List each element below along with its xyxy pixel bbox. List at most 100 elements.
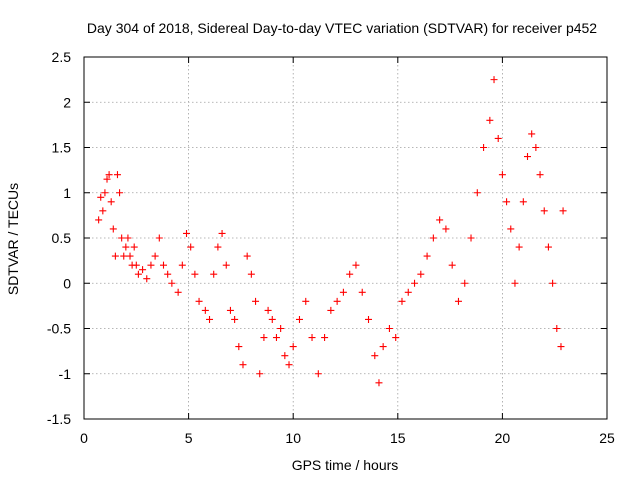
data-point-marker bbox=[454, 297, 462, 305]
data-point-marker bbox=[490, 76, 498, 84]
data-point-marker bbox=[532, 144, 540, 151]
data-point-marker bbox=[494, 134, 502, 142]
data-point-marker bbox=[201, 306, 209, 314]
data-point-marker bbox=[327, 306, 335, 314]
axis-ticks: 0 5 10 15 20 25 -1.5 -1 -0.5 0 0.5 1 1.5 2 2.5 bbox=[47, 49, 615, 446]
data-point-marker bbox=[346, 270, 354, 278]
y-axis-label: SDTVAR / TECUs bbox=[5, 183, 21, 295]
data-point-marker bbox=[404, 288, 412, 296]
x-tick-label: 20 bbox=[495, 430, 511, 446]
data-point-marker bbox=[549, 279, 557, 287]
data-point-marker bbox=[116, 189, 124, 197]
data-point-marker bbox=[239, 361, 247, 369]
data-point-marker bbox=[379, 343, 387, 351]
data-point-marker bbox=[467, 234, 475, 242]
data-point-marker bbox=[392, 334, 400, 342]
y-tick-label: -1 bbox=[59, 366, 72, 382]
data-point-marker bbox=[195, 297, 203, 305]
data-point-marker bbox=[164, 270, 172, 278]
data-point-marker bbox=[365, 315, 373, 323]
data-point-marker bbox=[113, 171, 121, 179]
data-point-marker bbox=[486, 116, 494, 124]
data-point-marker bbox=[503, 198, 511, 206]
x-axis-label: GPS time / hours bbox=[292, 457, 399, 473]
y-tick-label: 2 bbox=[63, 94, 71, 110]
data-point-marker bbox=[448, 261, 456, 269]
data-point-marker bbox=[557, 343, 565, 351]
data-point-marker bbox=[260, 334, 268, 342]
data-point-marker bbox=[226, 306, 234, 314]
data-point-marker bbox=[103, 175, 111, 183]
x-tick-label: 0 bbox=[80, 430, 88, 446]
data-point-marker bbox=[302, 297, 310, 305]
y-tick-label: -1.5 bbox=[47, 411, 71, 427]
data-point-marker bbox=[134, 270, 142, 278]
data-point-marker bbox=[97, 193, 105, 201]
axis-labels: Day 304 of 2018, Sidereal Day-to-day VTE… bbox=[5, 20, 597, 473]
data-point-marker bbox=[277, 325, 285, 332]
data-point-marker bbox=[507, 225, 515, 233]
data-point-marker bbox=[358, 288, 366, 296]
data-point-marker bbox=[442, 225, 450, 233]
x-tick-label: 25 bbox=[599, 430, 615, 446]
data-point-marker bbox=[333, 297, 341, 305]
data-point-marker bbox=[264, 306, 272, 314]
data-point-marker bbox=[385, 325, 393, 332]
data-point-marker bbox=[155, 234, 163, 242]
data-point-marker bbox=[339, 288, 347, 296]
y-tick-label: -0.5 bbox=[47, 321, 71, 337]
data-point-marker bbox=[423, 252, 431, 260]
x-tick-label: 5 bbox=[185, 430, 193, 446]
data-point-marker bbox=[536, 171, 544, 179]
x-tick-label: 10 bbox=[285, 430, 301, 446]
y-tick-label: 2.5 bbox=[52, 49, 72, 65]
data-point-marker bbox=[289, 343, 297, 351]
data-point-marker bbox=[411, 279, 419, 287]
grid-lines bbox=[84, 57, 607, 419]
data-point-marker bbox=[436, 216, 444, 224]
data-point-marker bbox=[511, 279, 519, 287]
data-point-marker bbox=[159, 261, 167, 269]
data-point-marker bbox=[252, 297, 260, 305]
data-point-marker bbox=[118, 234, 126, 242]
data-point-marker bbox=[126, 252, 134, 260]
data-point-marker bbox=[281, 352, 289, 360]
data-point-marker bbox=[498, 171, 506, 179]
data-point-marker bbox=[559, 207, 567, 215]
data-point-marker bbox=[295, 315, 303, 323]
data-point-marker bbox=[321, 334, 329, 342]
data-point-marker bbox=[151, 252, 159, 260]
data-point-marker bbox=[174, 288, 182, 296]
data-point-marker bbox=[371, 352, 379, 360]
data-point-marker bbox=[524, 153, 532, 161]
data-point-marker bbox=[398, 297, 406, 305]
data-point-marker bbox=[101, 189, 109, 197]
data-point-marker bbox=[528, 130, 536, 138]
data-point-marker bbox=[120, 252, 128, 260]
y-tick-label: 1.5 bbox=[52, 140, 72, 156]
data-point-marker bbox=[553, 325, 561, 332]
data-point-marker bbox=[105, 171, 113, 179]
data-point-marker bbox=[429, 234, 437, 242]
data-point-marker bbox=[99, 207, 107, 215]
data-points bbox=[95, 76, 567, 387]
data-point-marker bbox=[461, 279, 469, 287]
data-point-marker bbox=[218, 229, 226, 237]
data-point-marker bbox=[247, 270, 255, 278]
data-point-marker bbox=[256, 370, 264, 378]
data-point-marker bbox=[109, 225, 117, 233]
data-point-marker bbox=[206, 315, 214, 323]
data-point-marker bbox=[210, 270, 218, 278]
data-point-marker bbox=[124, 234, 132, 242]
data-point-marker bbox=[147, 261, 155, 269]
y-tick-label: 0 bbox=[63, 275, 71, 291]
data-point-marker bbox=[308, 334, 316, 342]
data-point-marker bbox=[95, 216, 103, 224]
data-point-marker bbox=[243, 252, 251, 260]
data-point-marker bbox=[132, 261, 140, 269]
data-point-marker bbox=[375, 379, 383, 387]
data-point-marker bbox=[168, 279, 176, 287]
y-tick-label: 0.5 bbox=[52, 230, 72, 246]
data-point-marker bbox=[191, 270, 199, 278]
data-point-marker bbox=[314, 370, 322, 378]
